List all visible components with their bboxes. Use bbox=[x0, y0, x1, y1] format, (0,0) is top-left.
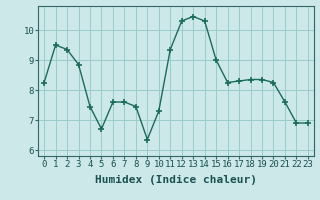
X-axis label: Humidex (Indice chaleur): Humidex (Indice chaleur) bbox=[95, 175, 257, 185]
